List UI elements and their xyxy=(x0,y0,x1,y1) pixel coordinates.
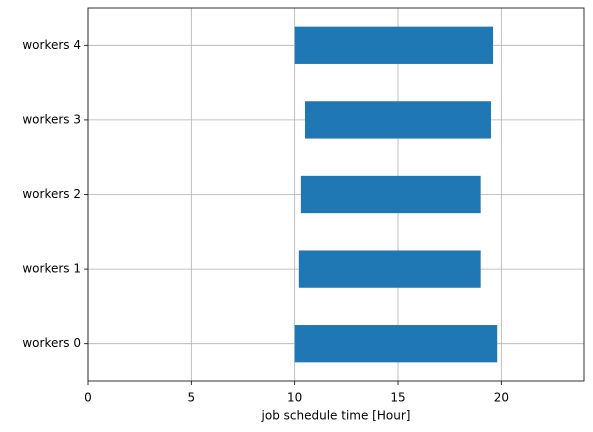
x-tick-label: 15 xyxy=(390,391,405,405)
x-tick-label: 10 xyxy=(287,391,302,405)
x-axis-label: job schedule time [Hour] xyxy=(261,409,411,423)
x-tick-label: 5 xyxy=(188,391,196,405)
bar xyxy=(298,250,481,288)
y-tick-label: workers 3 xyxy=(22,112,81,126)
bar xyxy=(305,101,491,139)
x-tick-label: 0 xyxy=(84,391,92,405)
y-tick-label: workers 0 xyxy=(22,336,81,350)
y-tick-label: workers 2 xyxy=(22,187,81,201)
y-tick-label: workers 4 xyxy=(22,38,81,52)
x-tick-label: 20 xyxy=(494,391,509,405)
bar xyxy=(300,175,481,214)
bar xyxy=(294,325,498,363)
plot-frame xyxy=(87,7,585,382)
y-tick-label: workers 1 xyxy=(22,262,81,276)
bar xyxy=(294,26,494,64)
